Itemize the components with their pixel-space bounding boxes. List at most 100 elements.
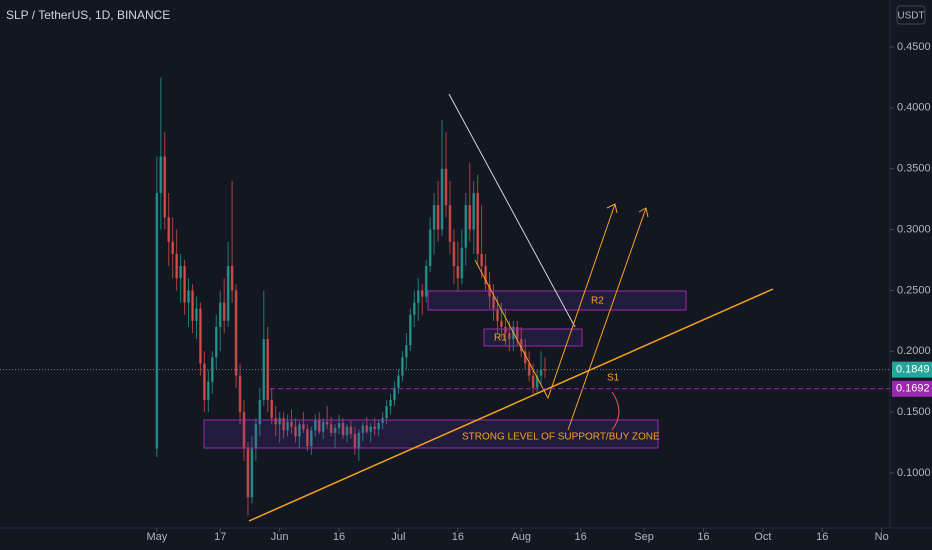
candle-body (531, 375, 535, 388)
alert-price-label: 0.1692 (896, 383, 930, 395)
candle-body (420, 290, 424, 297)
support-box (203, 419, 659, 449)
candle-body (500, 320, 503, 327)
candle-body (535, 375, 539, 388)
r1-box (483, 328, 583, 347)
candle-body (377, 423, 380, 430)
unit-label[interactable]: USDT (897, 11, 924, 22)
candle-body (456, 266, 460, 279)
candle-body (183, 266, 186, 303)
candle-body (341, 423, 345, 436)
candle-body (480, 253, 483, 267)
candle-body (444, 168, 448, 206)
candle-body (262, 339, 266, 400)
r2-label: R2 (591, 296, 604, 307)
candle-body (405, 345, 408, 358)
y-tick-label: 0.1500 (897, 406, 931, 418)
candle-body (492, 296, 495, 309)
candle-body (409, 314, 412, 346)
candle-body (504, 326, 507, 334)
candle-body (440, 168, 444, 230)
candle-body (397, 375, 400, 388)
candle-body (468, 205, 472, 230)
candle-body (179, 266, 182, 279)
candle-body (306, 429, 309, 447)
candle-body (472, 193, 476, 230)
r2-box (427, 290, 687, 311)
candle-body (361, 425, 365, 433)
candle-body (226, 266, 230, 321)
candle-body (258, 399, 262, 425)
candle-body (519, 339, 523, 352)
x-tick-label: 16 (816, 531, 828, 543)
symbol-title: SLP / TetherUS, 1D, BINANCE (6, 8, 170, 22)
last-price-tag (892, 361, 932, 378)
y-tick-label: 0.2000 (897, 345, 931, 357)
x-tick-label: May (146, 531, 167, 543)
x-tick-label: No (875, 531, 889, 543)
candle-body (203, 363, 206, 400)
candle-body (218, 302, 222, 327)
arrow-head (606, 203, 618, 214)
candle-body (349, 426, 353, 435)
candle-body (369, 426, 373, 432)
last-price-label: 0.1849 (896, 364, 930, 376)
candle-body (523, 351, 527, 364)
y-tick-label: 0.3000 (897, 223, 931, 235)
candle-body (199, 308, 202, 364)
candle-body (484, 266, 487, 285)
candle-body (321, 421, 325, 432)
candle-body (298, 424, 301, 437)
candle-body (496, 308, 499, 321)
candle-body (365, 425, 369, 432)
candle-body (254, 424, 258, 449)
candle-body (175, 253, 178, 279)
x-tick-label: Sep (634, 531, 654, 543)
x-tick-label: Oct (754, 531, 771, 543)
x-tick-label: 17 (214, 531, 226, 543)
x-tick-label: 16 (575, 531, 587, 543)
candle-body (428, 229, 432, 267)
unit-button[interactable] (896, 5, 926, 25)
candle-body (373, 426, 376, 430)
candle-body (317, 419, 321, 432)
candle-body (222, 302, 226, 321)
candle-body (286, 421, 289, 431)
candle-body (207, 381, 210, 400)
candle-body (345, 426, 349, 436)
candle-body (393, 387, 396, 400)
candle-body (539, 369, 543, 376)
candle-body (230, 266, 234, 291)
candle-body (357, 432, 361, 449)
x-tick-label: 16 (333, 531, 345, 543)
projection-1 (474, 203, 616, 400)
candle-body (325, 421, 329, 425)
candle-body (211, 357, 214, 382)
candle-body (460, 247, 464, 279)
candle-body (448, 205, 452, 242)
y-tick-label: 0.3500 (897, 163, 931, 175)
candle-body (270, 399, 274, 419)
candle-body (424, 266, 428, 297)
candle-body (476, 193, 479, 254)
candle-body (353, 434, 357, 449)
candle-body (329, 424, 333, 433)
candle-body (508, 333, 511, 340)
candle-body (515, 326, 519, 340)
x-tick-label: 16 (452, 531, 464, 543)
candle-body (543, 369, 547, 371)
candle-body (195, 308, 198, 321)
x-tick-label: Aug (511, 531, 531, 543)
s1-label: S1 (607, 373, 620, 384)
candle-body (290, 421, 293, 427)
arrow-head (638, 207, 649, 218)
candle-body (278, 418, 281, 425)
candle-body (155, 193, 159, 449)
candle-body (401, 357, 404, 376)
candle-body (310, 430, 313, 447)
r1-label: R1 (494, 333, 507, 344)
candle-body (436, 205, 440, 230)
candle-body (294, 426, 297, 437)
candle-body (416, 290, 420, 303)
